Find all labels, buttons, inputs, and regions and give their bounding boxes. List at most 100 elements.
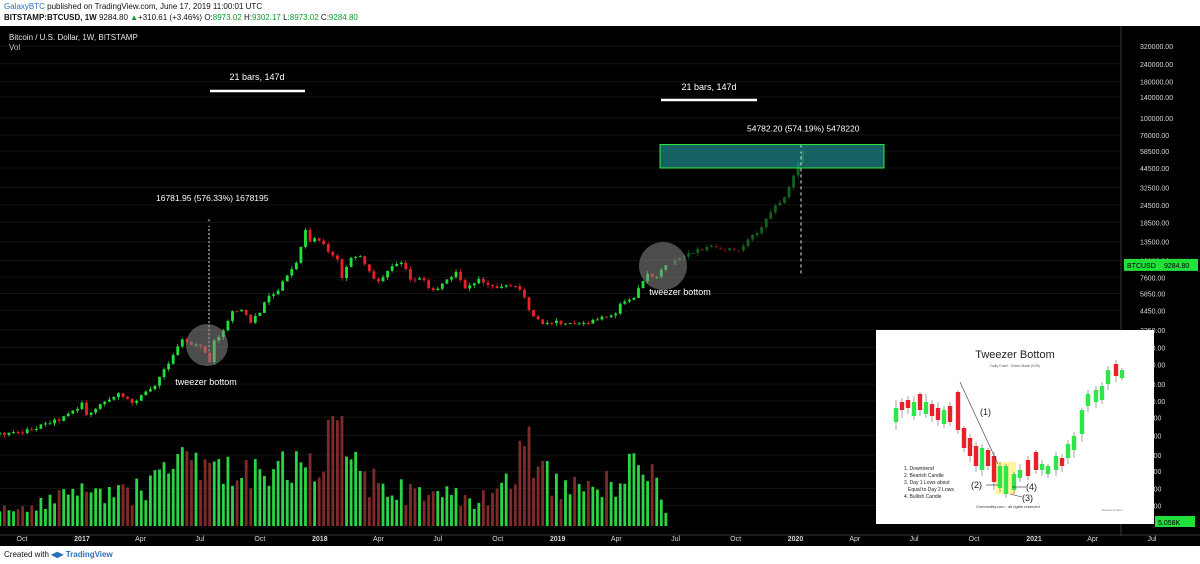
inset-candle-body: [1119, 370, 1125, 378]
inset-label-1: (1): [980, 407, 991, 417]
volume-bar: [596, 489, 599, 526]
volume-bar: [171, 468, 175, 526]
volume-bar: [135, 478, 139, 526]
candle-body: [609, 315, 613, 318]
candle-body: [381, 277, 385, 282]
volume-bar: [536, 466, 540, 526]
candle-body: [112, 397, 116, 400]
volume-bar: [240, 477, 244, 526]
volume-bar: [212, 461, 216, 526]
volume-bar: [66, 494, 70, 526]
projected-candle-body: [737, 250, 741, 252]
time-tick-label: 2021: [1026, 536, 1042, 543]
candle-body: [313, 238, 317, 242]
volume-bar: [94, 488, 98, 526]
candle-body: [226, 320, 230, 331]
volume-bar: [249, 488, 253, 526]
candle-body: [98, 404, 102, 409]
volume-bar: [591, 486, 595, 526]
volume-bar: [386, 496, 390, 526]
candle-body: [62, 416, 66, 421]
projected-candle-body: [719, 247, 723, 250]
published-text: published on TradingView.com, June 17, 2…: [47, 2, 263, 11]
volume-bar: [541, 460, 545, 526]
candle-body: [641, 281, 645, 289]
time-tick-label: Apr: [849, 536, 861, 543]
volume-bar: [276, 460, 280, 526]
volume-bar: [504, 473, 508, 526]
volume-bar: [203, 459, 207, 526]
candle-body: [605, 316, 608, 318]
volume-bar: [285, 479, 289, 526]
volume-bar: [472, 508, 476, 526]
volume-bar: [440, 497, 444, 526]
volume-bar: [372, 468, 376, 526]
candle-body: [144, 391, 148, 396]
inset-candle-body: [961, 428, 967, 448]
volume-bar: [267, 485, 271, 526]
volume-bar: [646, 481, 650, 526]
inset-credit: Commodity.com - all rights reserved: [976, 504, 1040, 509]
candle-body: [75, 408, 79, 411]
chart-title: Bitcoin / U.S. Dollar, 1W, BITSTAMP: [9, 33, 138, 42]
candle-body: [326, 244, 330, 252]
candle-body: [377, 278, 380, 282]
volume-bar: [454, 488, 458, 526]
volume-bar: [208, 462, 212, 526]
time-tick-label: Apr: [1087, 536, 1099, 543]
candle-body: [427, 280, 431, 289]
candle-body: [440, 283, 444, 289]
projected-candle-body: [728, 248, 732, 251]
price-tick-label: 7600.00: [1140, 275, 1165, 282]
price-tick-label: 180000.00: [1140, 80, 1173, 87]
inset-candle-body: [941, 410, 947, 424]
price-tick-label: 320000.00: [1140, 44, 1173, 51]
projected-candle-body: [778, 202, 782, 206]
projected-candle-body: [700, 248, 704, 251]
high-label: H:: [243, 13, 252, 22]
candle-body: [618, 303, 622, 314]
volume-bar: [395, 499, 399, 526]
low-value: 8973.02: [289, 13, 319, 22]
inset-candle-body: [899, 402, 905, 410]
tradingview-brand-link[interactable]: TradingView: [65, 550, 113, 559]
volume-bar: [57, 490, 61, 526]
volume-bar: [199, 480, 202, 526]
candle-body: [53, 419, 56, 424]
publisher-link[interactable]: GalaxyBTC: [4, 2, 45, 11]
candle-body: [600, 316, 604, 320]
last-price-tag: 9284.80: [1164, 263, 1189, 270]
close-value: 9284.80: [328, 13, 358, 22]
candle-body: [559, 320, 563, 325]
volume-bar: [623, 483, 627, 526]
inset-title: Tweezer Bottom: [975, 349, 1054, 361]
time-tick-label: Oct: [730, 536, 741, 543]
candle-body: [486, 282, 490, 285]
volume-bar: [44, 508, 47, 526]
inset-candle-body: [1033, 452, 1039, 470]
inset-candle-body: [929, 404, 935, 416]
projected-candle-body: [764, 218, 768, 228]
inset-candle-body: [893, 408, 899, 422]
projected-candle-body: [732, 248, 736, 251]
candle-body: [614, 313, 618, 316]
volume-bar: [30, 505, 34, 526]
candle-body: [167, 363, 171, 370]
candle-body: [94, 408, 98, 413]
volume-bar: [98, 488, 102, 526]
volume-bar: [550, 495, 554, 526]
candle-body: [345, 266, 348, 279]
inset-candle-body: [991, 456, 997, 482]
inset-candle-body: [1071, 436, 1077, 450]
projected-candle-body: [769, 212, 773, 219]
time-tick-label: Jul: [1148, 536, 1157, 543]
volume-bar: [253, 459, 257, 526]
price-tick-label: 4450.00: [1140, 308, 1165, 315]
volume-bar: [317, 477, 321, 526]
volume-bar: [564, 480, 567, 526]
volume-bar: [523, 445, 526, 526]
candle-body: [445, 279, 449, 284]
volume-bar: [659, 499, 663, 526]
volume-bar: [62, 489, 66, 526]
open-label: O:: [204, 13, 213, 22]
